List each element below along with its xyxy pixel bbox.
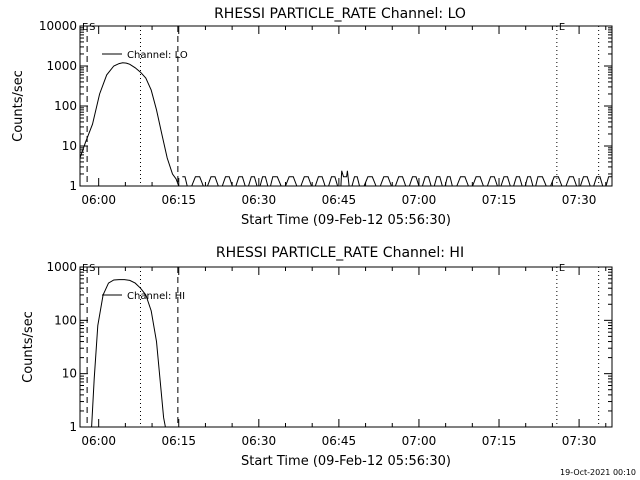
x-tick-label: 06:15 <box>161 434 196 448</box>
y-tick-label: 10000 <box>39 19 77 33</box>
x-tick-label: 07:30 <box>562 193 597 207</box>
y-tick-label: 1 <box>69 420 77 434</box>
series-noise-line <box>182 170 612 187</box>
x-tick-label: 06:45 <box>322 434 357 448</box>
x-tick-label: 07:00 <box>402 434 437 448</box>
x-tick-label: 06:00 <box>81 434 116 448</box>
x-axis-label: Start Time (09-Feb-12 05:56:30) <box>241 213 451 228</box>
marker-label: S <box>89 263 95 274</box>
y-axis-label: Counts/sec <box>21 311 36 383</box>
marker-label: E <box>82 263 88 274</box>
y-tick-label: 1000 <box>46 260 77 274</box>
x-tick-label: 06:30 <box>242 193 277 207</box>
legend-label: Channel: HI <box>127 291 185 302</box>
x-tick-label: 06:00 <box>81 193 116 207</box>
panel-hi: RHESSI PARTICLE_RATE Channel: HI 1 10 100 10… <box>21 245 613 469</box>
legend-label: Channel: LO <box>127 50 188 61</box>
y-tick-label: 1000 <box>46 59 77 73</box>
marker-label: E <box>82 22 88 33</box>
chart-title: RHESSI PARTICLE_RATE Channel: HI <box>216 245 464 261</box>
x-tick-label: 07:15 <box>482 193 517 207</box>
series-line <box>91 279 166 428</box>
x-tick-label: 07:00 <box>402 193 437 207</box>
y-tick-label: 1 <box>69 179 77 193</box>
y-tick-label: 10 <box>62 139 77 153</box>
y-axis-label: Counts/sec <box>11 70 26 142</box>
x-tick-label: 06:30 <box>242 434 277 448</box>
x-tick-label: 07:30 <box>562 434 597 448</box>
x-tick-label: 06:15 <box>161 193 196 207</box>
footer-timestamp: 19-Oct-2021 00:10 <box>560 468 636 477</box>
y-tick-label: 100 <box>54 313 77 327</box>
marker-label: E <box>559 263 565 274</box>
panel-lo: RHESSI PARTICLE_RATE Channel: LO 1 10 100 10… <box>11 6 613 228</box>
y-tick-label: 100 <box>54 99 77 113</box>
y-tick-label: 10 <box>62 367 77 381</box>
x-tick-label: 07:15 <box>482 434 517 448</box>
marker-label: S <box>89 22 95 33</box>
marker-label: E <box>559 22 565 33</box>
series-line <box>79 62 182 187</box>
x-tick-label: 06:45 <box>322 193 357 207</box>
x-axis-label: Start Time (09-Feb-12 05:56:30) <box>241 454 451 469</box>
chart-title: RHESSI PARTICLE_RATE Channel: LO <box>214 6 466 22</box>
